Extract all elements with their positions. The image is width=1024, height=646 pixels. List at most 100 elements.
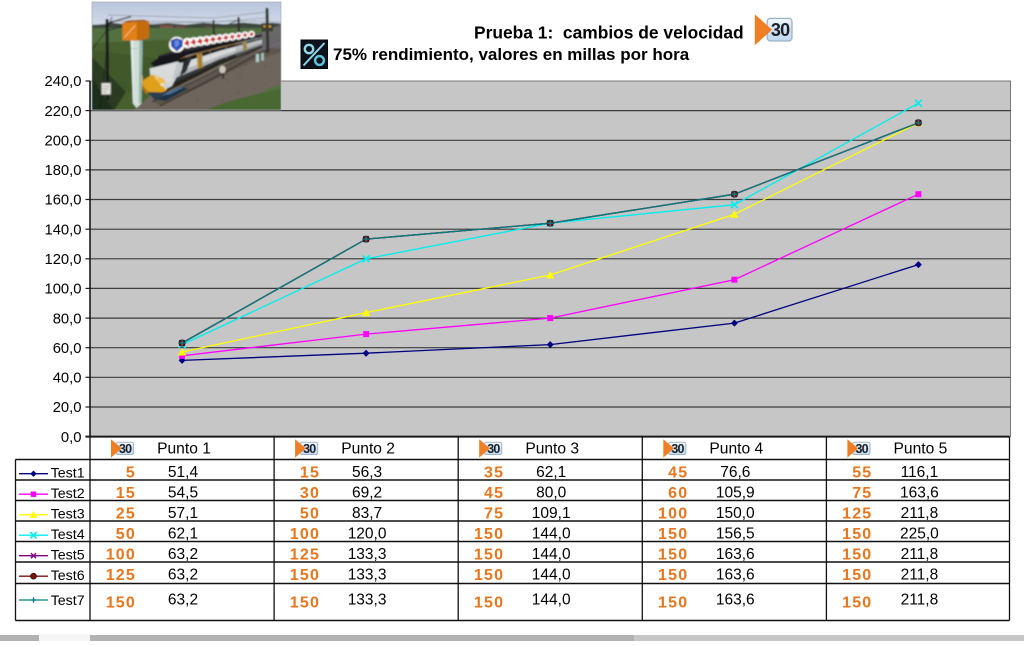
svg-text:100: 100 xyxy=(290,526,320,543)
svg-text:62,1: 62,1 xyxy=(536,464,566,481)
svg-text:15: 15 xyxy=(300,465,320,482)
svg-text:Test7: Test7 xyxy=(51,593,85,609)
svg-text:133,3: 133,3 xyxy=(348,566,387,583)
svg-text:225,0: 225,0 xyxy=(900,525,939,542)
svg-text:150: 150 xyxy=(658,526,688,543)
svg-text:25: 25 xyxy=(116,506,136,523)
svg-text:Punto 5: Punto 5 xyxy=(894,441,948,458)
svg-text:125: 125 xyxy=(842,506,872,523)
svg-text:30: 30 xyxy=(119,442,132,456)
svg-text:Punto 2: Punto 2 xyxy=(341,441,395,458)
svg-text:125: 125 xyxy=(290,547,320,564)
svg-text:63,2: 63,2 xyxy=(168,592,198,609)
svg-text:133,3: 133,3 xyxy=(348,546,387,563)
svg-text:200,0: 200,0 xyxy=(44,134,81,150)
svg-text:150: 150 xyxy=(658,547,688,564)
svg-text:180,0: 180,0 xyxy=(44,163,81,179)
svg-text:51,4: 51,4 xyxy=(168,464,199,481)
svg-text:211,8: 211,8 xyxy=(901,592,939,609)
svg-text:150: 150 xyxy=(842,526,872,543)
svg-text:40,0: 40,0 xyxy=(53,371,82,387)
svg-text:83,7: 83,7 xyxy=(352,505,382,522)
svg-text:Test6: Test6 xyxy=(51,568,85,584)
svg-text:Test1: Test1 xyxy=(51,466,85,482)
svg-text:160,0: 160,0 xyxy=(44,193,81,209)
svg-text:75: 75 xyxy=(484,506,504,523)
svg-text:Punto 1: Punto 1 xyxy=(157,441,211,458)
svg-text:144,0: 144,0 xyxy=(532,566,571,583)
svg-text:133,3: 133,3 xyxy=(348,592,387,609)
svg-text:30: 30 xyxy=(771,20,790,40)
svg-text:150: 150 xyxy=(474,526,504,543)
svg-text:140,0: 140,0 xyxy=(44,222,81,238)
svg-text:30: 30 xyxy=(855,442,868,456)
svg-text:62,1: 62,1 xyxy=(168,525,198,542)
svg-text:150: 150 xyxy=(658,595,688,612)
svg-text:55: 55 xyxy=(852,465,872,482)
svg-text:150: 150 xyxy=(474,547,504,564)
svg-text:30: 30 xyxy=(300,485,320,502)
svg-text:Test3: Test3 xyxy=(51,507,85,523)
svg-text:60: 60 xyxy=(668,485,688,502)
svg-text:35: 35 xyxy=(484,465,504,482)
svg-text:100,0: 100,0 xyxy=(44,282,81,298)
svg-text:116,1: 116,1 xyxy=(901,464,939,481)
svg-text:109,1: 109,1 xyxy=(532,505,571,522)
svg-text:150: 150 xyxy=(842,595,872,612)
svg-text:144,0: 144,0 xyxy=(532,592,571,609)
svg-text:150: 150 xyxy=(474,595,504,612)
svg-text:63,2: 63,2 xyxy=(168,566,198,583)
svg-text:220,0: 220,0 xyxy=(44,104,81,120)
svg-text:163,6: 163,6 xyxy=(900,484,939,501)
svg-text:163,6: 163,6 xyxy=(716,592,755,609)
svg-text:15: 15 xyxy=(116,485,136,502)
svg-text:100: 100 xyxy=(658,506,688,523)
svg-text:150,0: 150,0 xyxy=(716,505,755,522)
svg-text:150: 150 xyxy=(290,595,320,612)
svg-text:75% rendimiento, valores en mi: 75% rendimiento, valores en millas por h… xyxy=(333,45,690,64)
svg-text:76,6: 76,6 xyxy=(720,464,750,481)
svg-text:150: 150 xyxy=(290,567,320,584)
svg-text:156,5: 156,5 xyxy=(716,525,755,542)
svg-text:211,8: 211,8 xyxy=(901,566,939,583)
svg-text:50: 50 xyxy=(116,526,136,543)
svg-text:100: 100 xyxy=(106,547,136,564)
svg-text:240,0: 240,0 xyxy=(44,74,81,90)
svg-text:150: 150 xyxy=(658,567,688,584)
svg-text:5: 5 xyxy=(126,465,136,482)
svg-text:80,0: 80,0 xyxy=(53,311,82,327)
svg-text:144,0: 144,0 xyxy=(532,546,571,563)
svg-text:211,8: 211,8 xyxy=(901,546,939,563)
svg-text:Punto 3: Punto 3 xyxy=(525,441,579,458)
svg-text:75: 75 xyxy=(852,485,872,502)
svg-text:Punto 4: Punto 4 xyxy=(709,441,763,458)
svg-text:144,0: 144,0 xyxy=(532,525,571,542)
svg-text:163,6: 163,6 xyxy=(716,566,755,583)
svg-text:45: 45 xyxy=(484,485,504,502)
svg-text:0,0: 0,0 xyxy=(61,430,82,446)
svg-text:57,1: 57,1 xyxy=(168,505,198,522)
svg-text:150: 150 xyxy=(474,567,504,584)
svg-text:45: 45 xyxy=(668,465,688,482)
svg-text:Test2: Test2 xyxy=(51,486,85,502)
svg-text:150: 150 xyxy=(842,547,872,564)
svg-text:50: 50 xyxy=(300,506,320,523)
svg-text:30: 30 xyxy=(671,442,684,456)
svg-text:60,0: 60,0 xyxy=(53,341,82,357)
svg-text:30: 30 xyxy=(303,442,316,456)
svg-text:120,0: 120,0 xyxy=(44,252,81,268)
svg-text:69,2: 69,2 xyxy=(352,484,382,501)
svg-text:150: 150 xyxy=(106,595,136,612)
svg-text:63,2: 63,2 xyxy=(168,546,198,563)
svg-text:120,0: 120,0 xyxy=(348,525,387,542)
svg-text:Test5: Test5 xyxy=(51,548,85,564)
svg-text:150: 150 xyxy=(842,567,872,584)
svg-text:211,8: 211,8 xyxy=(901,505,939,522)
svg-text:80,0: 80,0 xyxy=(536,484,567,501)
svg-text:30: 30 xyxy=(487,442,500,456)
svg-text:125: 125 xyxy=(106,567,136,584)
svg-text:Test4: Test4 xyxy=(51,527,85,543)
svg-text:163,6: 163,6 xyxy=(716,546,755,563)
svg-text:105,9: 105,9 xyxy=(716,484,755,501)
svg-text:54,5: 54,5 xyxy=(168,484,198,501)
